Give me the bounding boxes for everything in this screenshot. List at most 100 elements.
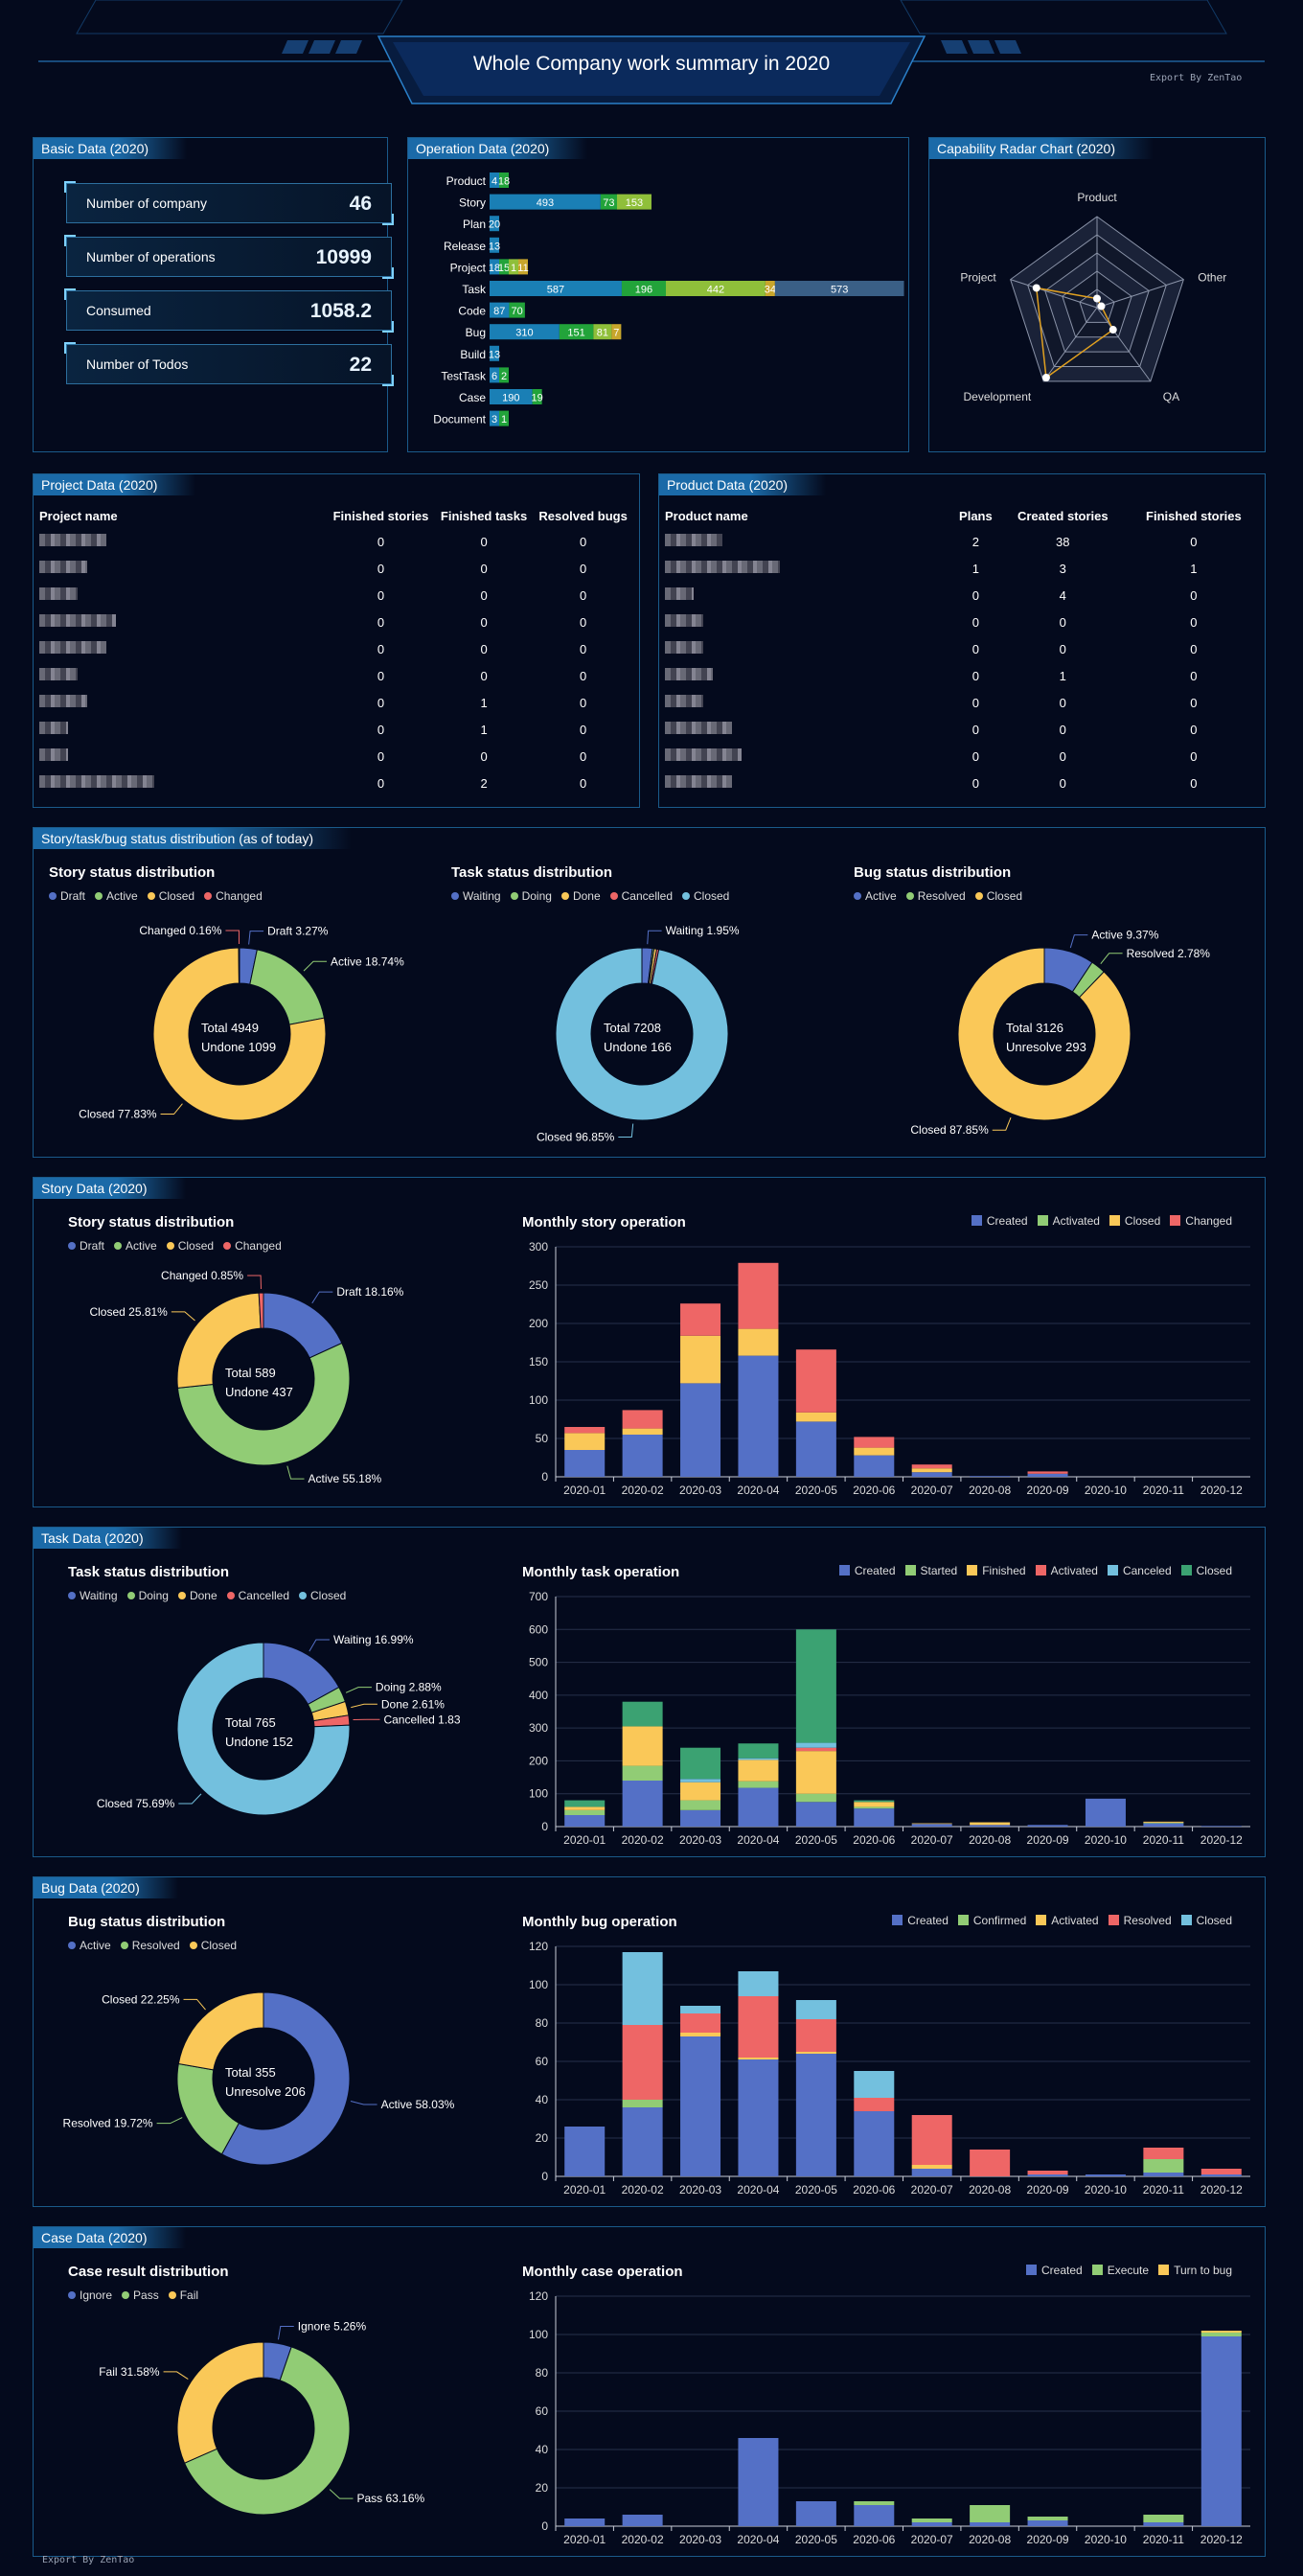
legend-item[interactable]: Confirmed [957, 1914, 1026, 1927]
legend-item[interactable]: Ignore [68, 2288, 112, 2302]
operation-bar-value: 11 [517, 263, 528, 274]
donut-label: Active 55.18% [308, 1472, 381, 1485]
legend-item[interactable]: Waiting [68, 1589, 118, 1602]
table-cell: 0 [1190, 641, 1198, 656]
legend-item[interactable]: Resolved [120, 1939, 180, 1952]
basic-card-label: Number of operations [86, 249, 216, 264]
legend-item[interactable]: Cancelled [226, 1589, 289, 1602]
legend-swatch [560, 892, 569, 900]
legend-item[interactable]: Activated [1036, 1914, 1099, 1927]
legend-item[interactable]: Waiting [451, 889, 501, 903]
bar-segment [911, 2115, 952, 2165]
redacted-name [39, 775, 154, 788]
legend-swatch [122, 2291, 130, 2299]
legend-item[interactable]: Doing [510, 889, 552, 903]
x-tick-label: 2020-01 [563, 2183, 606, 2196]
name-cell [665, 770, 952, 796]
bug-status-title: Bug status distribution [854, 864, 1012, 881]
legend-item[interactable]: Resolved [1108, 1914, 1172, 1927]
x-tick-label: 2020-09 [1027, 1484, 1069, 1497]
legend-item[interactable]: Created [892, 1914, 949, 1927]
column-header: Finished stories [332, 508, 429, 523]
legend-item[interactable]: Active [854, 889, 897, 903]
legend-item[interactable]: Draft [49, 889, 85, 903]
operation-bar-value: 4 [491, 176, 497, 188]
radar-axis-label: Development [964, 390, 1032, 403]
bar-segment [795, 1421, 836, 1477]
column-header: Finished stories [1146, 508, 1242, 523]
table-cell: 0 [377, 534, 385, 549]
legend-item[interactable]: Canceled [1107, 1564, 1172, 1577]
x-tick-label: 2020-05 [795, 2533, 837, 2546]
operation-row-label: Code [458, 305, 486, 318]
legend-item[interactable]: Closed [299, 1589, 346, 1602]
operation-data-panel: Operation Data (2020) Product 4 18 Story 493… [407, 137, 909, 452]
legend-swatch [1170, 1215, 1181, 1226]
donut-label: Closed 75.69% [97, 1797, 175, 1810]
x-tick-label: 2020-07 [911, 1484, 953, 1497]
legend-item[interactable]: Changed [204, 889, 263, 903]
donut-title: Case result distribution [68, 2264, 229, 2280]
operation-bar-value: 7 [613, 328, 619, 339]
redacted-name [39, 641, 106, 654]
legend-item[interactable]: Done [177, 1589, 217, 1602]
legend-item[interactable]: Active [68, 1939, 111, 1952]
legend-item[interactable]: Changed [1170, 1214, 1232, 1228]
donut-label: Waiting 16.99% [333, 1633, 414, 1646]
legend-item[interactable]: Draft [68, 1239, 104, 1253]
name-cell [39, 689, 327, 716]
legend-item[interactable]: Done [560, 889, 601, 903]
operation-bar-segment [490, 302, 510, 318]
legend-item[interactable]: Created [971, 1214, 1028, 1228]
legend-item[interactable]: Closed [166, 1239, 214, 1253]
bar-segment [564, 1433, 606, 1450]
legend-item[interactable]: Created [838, 1564, 896, 1577]
name-cell [665, 635, 952, 662]
y-tick-label: 0 [541, 1820, 548, 1833]
bar-segment [738, 2438, 779, 2526]
legend-item[interactable]: Pass [122, 2288, 159, 2302]
legend-item[interactable]: Execute [1091, 2264, 1149, 2277]
legend-item[interactable]: Created [1026, 2264, 1083, 2277]
legend-item[interactable]: Changed [223, 1239, 282, 1253]
legend-item[interactable]: Turn to bug [1158, 2264, 1232, 2277]
donut-label-line [992, 1117, 1012, 1131]
operation-bar-segment [490, 324, 560, 340]
legend-item[interactable]: Active [114, 1239, 157, 1253]
legend-item[interactable]: Doing [126, 1589, 169, 1602]
legend-item[interactable]: Closed [682, 889, 729, 903]
donut-center-undone: Undone 437 [225, 1385, 293, 1399]
legend-item[interactable]: Closed [1180, 1564, 1232, 1577]
donut-label-line [247, 1275, 262, 1290]
table-cell: 2 [972, 534, 979, 549]
legend-item[interactable]: Activated [1035, 1564, 1098, 1577]
task-status-title: Task status distribution [451, 864, 613, 881]
legend-item[interactable]: Finished [967, 1564, 1026, 1577]
legend-item[interactable]: Cancelled [609, 889, 673, 903]
radar-axis-line [1010, 279, 1098, 309]
legend-item[interactable]: Resolved [905, 889, 966, 903]
bar-segment [680, 1800, 721, 1810]
legend-swatch [68, 1242, 76, 1250]
legend-label: Draft [80, 1239, 105, 1253]
operation-row-label: Case [459, 391, 486, 404]
name-cell [39, 770, 327, 796]
legend-label: Closed [694, 889, 730, 903]
bar-segment [854, 1800, 895, 1803]
x-tick-label: 2020-04 [737, 2183, 779, 2196]
legend-item[interactable]: Closed [1180, 1914, 1232, 1927]
operation-bar-segment [499, 367, 509, 383]
x-tick-label: 2020-01 [563, 2533, 606, 2546]
donut-label: Doing 2.88% [376, 1681, 442, 1694]
legend-item[interactable]: Closed [147, 889, 194, 903]
radar-axis-line [1096, 307, 1152, 382]
legend-item[interactable]: Activated [1037, 1214, 1100, 1228]
legend-item[interactable]: Started [904, 1564, 957, 1577]
legend-item[interactable]: Closed [974, 889, 1022, 903]
legend-item[interactable]: Active [95, 889, 138, 903]
redacted-name [665, 748, 742, 761]
legend-label: Created [1041, 2264, 1083, 2277]
legend-item[interactable]: Closed [1109, 1214, 1160, 1228]
legend-item[interactable]: Closed [189, 1939, 237, 1952]
legend-item[interactable]: Fail [168, 2288, 198, 2302]
